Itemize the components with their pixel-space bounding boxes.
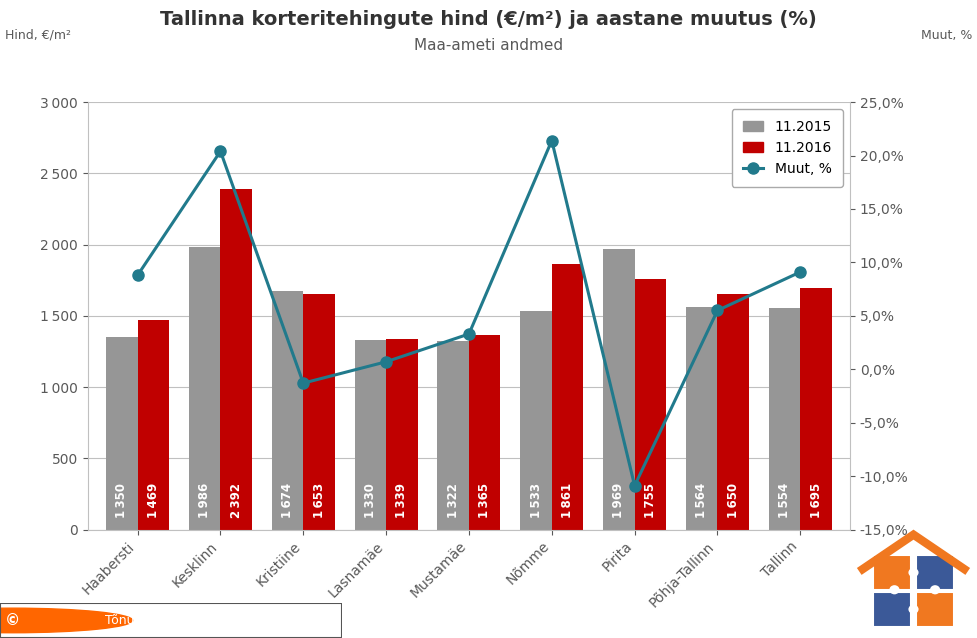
Text: Maa-ameti andmed: Maa-ameti andmed bbox=[414, 38, 563, 54]
Muut, % bbox=[629, 482, 641, 489]
Text: 1 365: 1 365 bbox=[478, 483, 491, 518]
Bar bbox=[386, 339, 417, 530]
Line: Muut, %: Muut, % bbox=[132, 135, 806, 491]
FancyBboxPatch shape bbox=[872, 592, 911, 627]
Bar bbox=[303, 294, 335, 530]
Text: 1 330: 1 330 bbox=[363, 483, 377, 518]
Bar bbox=[800, 288, 831, 530]
Text: 1 861: 1 861 bbox=[561, 483, 574, 518]
Circle shape bbox=[909, 605, 918, 614]
Muut, % bbox=[380, 358, 392, 366]
Text: 1 533: 1 533 bbox=[530, 483, 542, 518]
Bar bbox=[686, 307, 717, 530]
Text: 1 350: 1 350 bbox=[115, 483, 128, 518]
Text: Tõnu Toompark, ADAUR.EE: Tõnu Toompark, ADAUR.EE bbox=[106, 614, 271, 627]
Muut, % bbox=[711, 307, 723, 315]
Bar bbox=[521, 311, 552, 530]
Text: 1 469: 1 469 bbox=[147, 483, 160, 518]
Circle shape bbox=[0, 608, 133, 633]
FancyBboxPatch shape bbox=[916, 592, 955, 627]
Bar bbox=[189, 246, 221, 530]
Text: 1 674: 1 674 bbox=[281, 483, 294, 518]
Text: 1 695: 1 695 bbox=[810, 483, 823, 518]
Muut, % bbox=[132, 271, 144, 279]
Muut, % bbox=[546, 137, 558, 144]
Bar bbox=[138, 320, 169, 530]
Bar bbox=[603, 249, 635, 530]
Text: 1 564: 1 564 bbox=[696, 483, 708, 518]
Text: 1 986: 1 986 bbox=[198, 483, 211, 518]
FancyBboxPatch shape bbox=[916, 555, 955, 590]
Text: 1 755: 1 755 bbox=[644, 483, 657, 518]
Text: ©: © bbox=[5, 613, 21, 628]
Circle shape bbox=[930, 585, 940, 595]
Text: 1 554: 1 554 bbox=[778, 483, 791, 518]
Bar bbox=[552, 264, 583, 530]
Text: 1 650: 1 650 bbox=[727, 483, 740, 518]
FancyBboxPatch shape bbox=[872, 555, 911, 590]
Bar bbox=[272, 291, 303, 530]
Text: 2 392: 2 392 bbox=[230, 483, 242, 518]
Text: Muut, %: Muut, % bbox=[920, 29, 972, 41]
Bar bbox=[355, 340, 386, 530]
Text: Tallinna korteritehingute hind (€/m²) ja aastane muutus (%): Tallinna korteritehingute hind (€/m²) ja… bbox=[160, 10, 817, 29]
Bar bbox=[106, 337, 138, 530]
Muut, % bbox=[794, 268, 806, 276]
Bar bbox=[769, 308, 800, 530]
Muut, % bbox=[463, 330, 475, 338]
Bar bbox=[221, 189, 252, 530]
Text: 1 322: 1 322 bbox=[446, 483, 460, 518]
Bar bbox=[438, 341, 469, 530]
Text: 1 339: 1 339 bbox=[396, 483, 408, 518]
Legend: 11.2015, 11.2016, Muut, %: 11.2015, 11.2016, Muut, % bbox=[732, 109, 843, 187]
Circle shape bbox=[909, 568, 918, 577]
Text: 1 969: 1 969 bbox=[613, 483, 625, 518]
Circle shape bbox=[889, 585, 900, 595]
Muut, % bbox=[215, 147, 227, 155]
Text: Hind, €/m²: Hind, €/m² bbox=[5, 29, 71, 41]
Muut, % bbox=[297, 380, 309, 387]
Bar bbox=[469, 335, 500, 530]
Bar bbox=[717, 295, 749, 530]
Bar bbox=[635, 279, 666, 530]
Text: 1 653: 1 653 bbox=[313, 483, 325, 518]
